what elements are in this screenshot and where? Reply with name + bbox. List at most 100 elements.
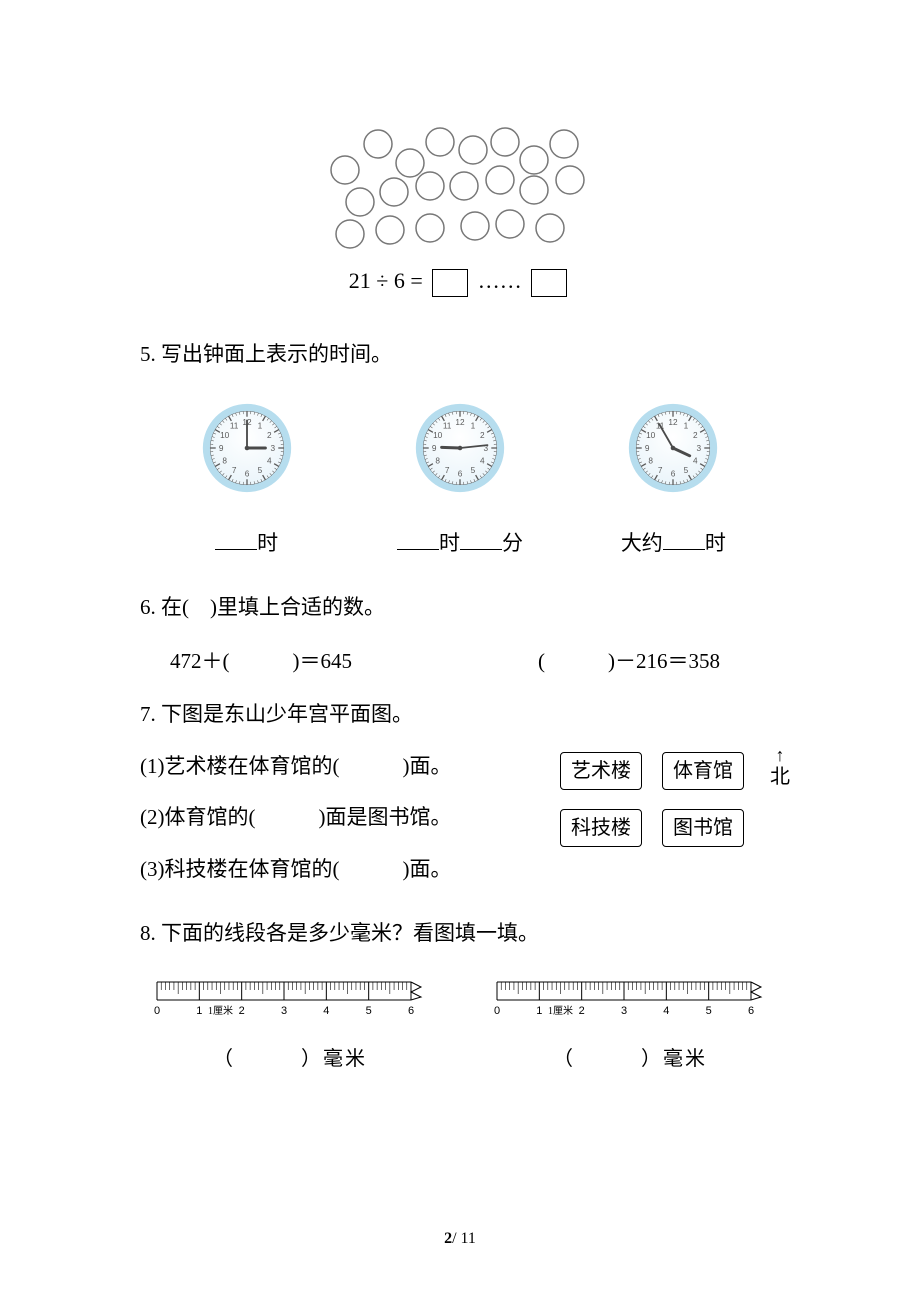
rulers-row: 0 1 2 3 4 5 6 1厘米 （ ）毫米 0 1 2 3 4 5 6 1厘米 （ ）毫米 [140, 978, 780, 1075]
ruler-item-1: 0 1 2 3 4 5 6 1厘米 （ ）毫米 [480, 978, 780, 1075]
q7-subs: (1)艺术楼在体育馆的( )面。 (2)体育馆的( )面是图书馆。 (3)科技楼在体… [140, 750, 540, 887]
clock-face-0: 123456789101112 [201, 402, 293, 494]
svg-text:9: 9 [219, 444, 224, 453]
clock-item-0: 123456789101112时 [157, 402, 337, 561]
q4-lhs: 21 ÷ 6 = [349, 268, 423, 293]
svg-text:2: 2 [267, 431, 272, 440]
svg-text:6: 6 [244, 469, 249, 478]
q8-number: 8. [140, 921, 156, 945]
svg-text:5: 5 [684, 466, 689, 475]
svg-text:1: 1 [684, 421, 689, 430]
svg-text:1厘米: 1厘米 [548, 1004, 573, 1017]
q5-text: 写出钟面上表示的时间。 [161, 342, 392, 366]
svg-text:1: 1 [196, 1005, 202, 1017]
svg-text:9: 9 [645, 444, 650, 453]
q4-figure: 21 ÷ 6 = …… [140, 120, 780, 298]
map-box-gym: 体育馆 [662, 752, 744, 790]
svg-text:3: 3 [621, 1005, 627, 1017]
q4-answer-box-remainder[interactable] [531, 269, 567, 297]
page-current: 2 [444, 1230, 452, 1247]
clock-caption-0[interactable]: 时 [157, 526, 337, 561]
svg-text:11: 11 [229, 421, 238, 430]
q5-line: 5. 写出钟面上表示的时间。 [140, 338, 780, 372]
q7-sub-1[interactable]: (1)艺术楼在体育馆的( )面。 [140, 750, 540, 784]
q6-eq1[interactable]: 472＋( )＝645 [170, 645, 352, 679]
page-total: 11 [461, 1230, 476, 1247]
svg-text:10: 10 [433, 431, 443, 440]
svg-text:12: 12 [455, 418, 465, 427]
ruler-item-0: 0 1 2 3 4 5 6 1厘米 （ ）毫米 [140, 978, 440, 1075]
q6-line: 6. 在( )里填上合适的数。 [140, 591, 780, 625]
q7-sub-3[interactable]: (3)科技楼在体育馆的( )面。 [140, 853, 540, 887]
clock-caption-2[interactable]: 大约时 [583, 526, 763, 561]
svg-text:6: 6 [748, 1005, 754, 1017]
svg-text:8: 8 [222, 456, 227, 465]
q8-text: 下面的线段各是多少毫米？看图填一填。 [161, 921, 539, 945]
clock-face-2: 123456789101112 [627, 402, 719, 494]
q6-eq2[interactable]: ( )－216＝358 [538, 645, 720, 679]
svg-text:3: 3 [270, 444, 275, 453]
svg-text:5: 5 [706, 1005, 712, 1017]
clock-item-2: 123456789101112大约时 [583, 402, 763, 561]
q5-number: 5. [140, 342, 156, 366]
svg-text:4: 4 [663, 1005, 669, 1017]
clock-item-1: 123456789101112时分 [370, 402, 550, 561]
svg-text:1厘米: 1厘米 [208, 1004, 233, 1017]
svg-text:4: 4 [480, 456, 485, 465]
svg-text:3: 3 [281, 1005, 287, 1017]
q4-sep: …… [478, 268, 522, 293]
q6-number: 6. [140, 595, 156, 619]
q6-equations: 472＋( )＝645 ( )－216＝358 [170, 645, 780, 679]
q4-answer-box-quotient[interactable] [432, 269, 468, 297]
clock-caption-1[interactable]: 时分 [370, 526, 550, 561]
svg-text:2: 2 [239, 1005, 245, 1017]
q7-sub-2[interactable]: (2)体育馆的( )面是图书馆。 [140, 801, 540, 835]
svg-text:1: 1 [471, 421, 476, 430]
north-arrow-icon: ↑ [776, 750, 785, 761]
svg-text:0: 0 [494, 1005, 500, 1017]
svg-text:3: 3 [697, 444, 702, 453]
svg-text:6: 6 [458, 469, 463, 478]
svg-text:5: 5 [471, 466, 476, 475]
page-sep: / [452, 1230, 460, 1247]
svg-text:2: 2 [579, 1005, 585, 1017]
svg-text:1: 1 [536, 1005, 542, 1017]
page-footer: 2/ 11 [0, 1226, 920, 1252]
map-box-art: 艺术楼 [560, 752, 642, 790]
ruler-svg-0: 0 1 2 3 4 5 6 1厘米 [145, 978, 435, 1020]
q7-wrap: (1)艺术楼在体育馆的( )面。 (2)体育馆的( )面是图书馆。 (3)科技楼在体… [140, 750, 780, 887]
map-row-2: 科技楼 图书馆 [560, 809, 790, 847]
svg-text:6: 6 [671, 469, 676, 478]
q7-map: 艺术楼 体育馆 ↑ 北 科技楼 图书馆 [560, 750, 790, 863]
svg-text:6: 6 [408, 1005, 414, 1017]
q6-text: 在( )里填上合适的数。 [161, 595, 385, 619]
svg-text:11: 11 [443, 421, 452, 430]
map-row-1: 艺术楼 体育馆 ↑ 北 [560, 750, 790, 793]
clocks-row: 123456789101112时123456789101112时分1234567… [140, 402, 780, 561]
svg-text:9: 9 [432, 444, 437, 453]
q8-line: 8. 下面的线段各是多少毫米？看图填一填。 [140, 917, 780, 951]
svg-text:2: 2 [480, 431, 485, 440]
svg-text:10: 10 [646, 431, 656, 440]
svg-text:10: 10 [220, 431, 230, 440]
north-label: 北 [770, 761, 790, 793]
svg-text:7: 7 [658, 466, 663, 475]
north-indicator: ↑ 北 [770, 750, 790, 793]
ruler-caption-1[interactable]: （ ）毫米 [480, 1043, 780, 1075]
page: 21 ÷ 6 = …… 5. 写出钟面上表示的时间。 1234567891011… [0, 0, 920, 1302]
svg-text:8: 8 [435, 456, 440, 465]
q7-number: 7. [140, 702, 156, 726]
svg-text:8: 8 [649, 456, 654, 465]
ruler-svg-1: 0 1 2 3 4 5 6 1厘米 [485, 978, 775, 1020]
q7-text: 下图是东山少年宫平面图。 [161, 702, 413, 726]
svg-text:2: 2 [693, 431, 698, 440]
map-box-library: 图书馆 [662, 809, 744, 847]
map-box-tech: 科技楼 [560, 809, 642, 847]
svg-text:5: 5 [257, 466, 262, 475]
ruler-caption-0[interactable]: （ ）毫米 [140, 1043, 440, 1075]
svg-text:5: 5 [366, 1005, 372, 1017]
svg-text:4: 4 [323, 1005, 329, 1017]
svg-text:0: 0 [154, 1005, 160, 1017]
q7-line: 7. 下图是东山少年宫平面图。 [140, 698, 780, 732]
svg-text:7: 7 [231, 466, 236, 475]
